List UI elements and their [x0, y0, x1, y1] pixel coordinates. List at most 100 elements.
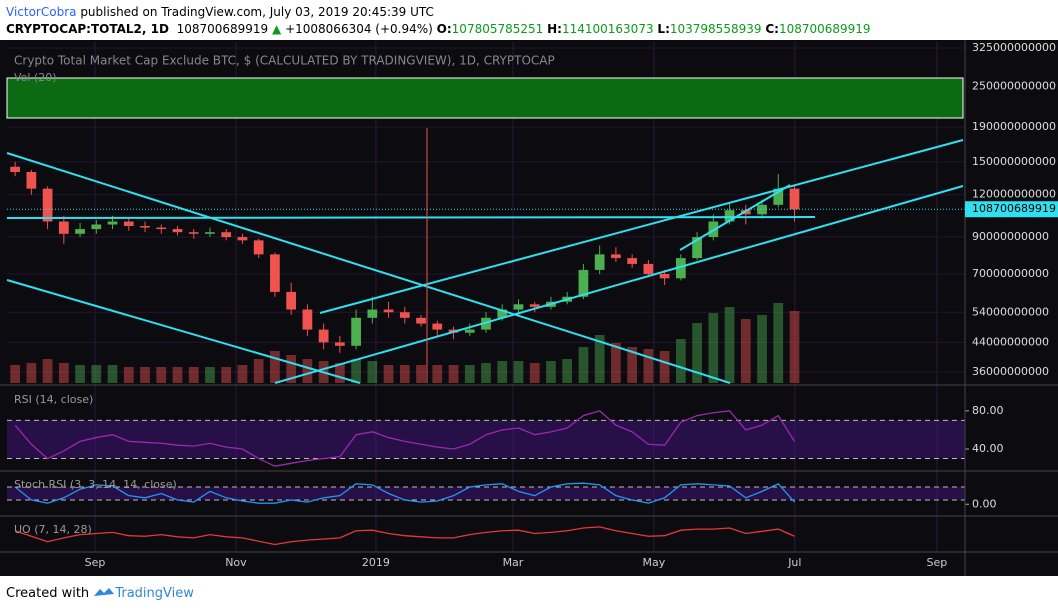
candle-body: [58, 221, 69, 234]
candle-body: [286, 291, 297, 310]
volume-bar: [594, 335, 605, 383]
footer: Created with TradingView: [6, 586, 194, 601]
volume-bar: [253, 359, 264, 383]
volume-bar: [529, 363, 540, 383]
ohlc-value: 103798558939: [669, 22, 762, 36]
candle-body: [107, 221, 118, 225]
trend-line: [679, 184, 791, 251]
quote-line: CRYPTOCAP:TOTAL2, 1D 108700689919 ▲ +100…: [6, 21, 871, 38]
logo: [94, 588, 115, 596]
header: VictorCobra published on TradingView.com…: [6, 4, 871, 38]
price: 108700689919: [176, 22, 269, 36]
y-tick-label: 70000000000: [972, 267, 1049, 280]
candle-body: [91, 224, 102, 230]
y-tick-label: 36000000000: [972, 365, 1049, 378]
user[interactable]: VictorCobra: [6, 5, 77, 19]
volume-bar: [237, 365, 248, 383]
publish-line: VictorCobra published on TradingView.com…: [6, 4, 871, 21]
volume-bar: [107, 365, 118, 383]
volume-bar: [773, 303, 784, 383]
candle-body: [318, 329, 329, 343]
ohlc-label: O:: [436, 22, 452, 36]
indicator-line: [14, 410, 796, 467]
volume-bar: [692, 323, 702, 383]
volume-bar: [42, 359, 53, 383]
volume-bar: [497, 361, 508, 383]
volume-bar: [26, 363, 37, 383]
level-band: [7, 420, 965, 459]
volume-bar: [205, 367, 215, 383]
candle-body: [302, 309, 313, 330]
candle-body: [757, 204, 767, 215]
x-tick-label: Sep: [927, 556, 948, 569]
volume-bar: [627, 347, 638, 383]
candle-body: [481, 317, 491, 330]
volume-bar: [578, 347, 589, 383]
volume-bar: [91, 365, 102, 383]
ohlc-value: 107805785251: [451, 22, 544, 36]
trend-line: [6, 279, 361, 384]
volume-bar: [123, 367, 134, 383]
candle-body: [432, 323, 443, 330]
level-band: [7, 487, 965, 500]
x-tick-label: Sep: [85, 556, 106, 569]
volume-bar: [659, 351, 670, 383]
candle-body: [156, 227, 167, 230]
volume-bar: [675, 339, 686, 383]
volume-bar: [562, 359, 573, 383]
candle-body: [594, 254, 605, 270]
pane-title: UO (7, 14, 28): [14, 523, 92, 536]
volume-bar: [740, 319, 751, 383]
y-tick-label: 190000000000: [972, 120, 1056, 133]
x-tick-label: Mar: [503, 556, 524, 569]
candle-body: [253, 240, 264, 255]
indicator-line: [14, 526, 795, 546]
y-tick-label: 150000000000: [972, 155, 1056, 168]
chart-title: Crypto Total Market Cap Exclude BTC, $ (…: [14, 54, 555, 68]
candle-body: [724, 210, 735, 222]
created: Created with: [6, 586, 90, 601]
last-price-label: 108700689919: [972, 202, 1056, 215]
volume-bar: [611, 343, 621, 383]
volume-bar: [286, 355, 297, 383]
indicator-line: [14, 482, 795, 504]
volume-bar: [270, 351, 280, 383]
candle-body: [464, 329, 475, 333]
logo-shape: [94, 588, 115, 596]
candle-body: [643, 263, 654, 275]
brand[interactable]: TradingView: [115, 586, 194, 601]
volume-bar: [75, 365, 85, 383]
x-tick-label: May: [643, 556, 666, 569]
trend-line: [6, 216, 816, 219]
candle-body: [416, 317, 426, 324]
volume-bar: [58, 363, 69, 383]
candle-body: [367, 309, 378, 318]
marks: [7, 161, 965, 546]
x-tick-label: 2019: [362, 556, 390, 569]
volume-bar: [513, 361, 524, 383]
volume-bar: [416, 365, 426, 383]
candle-body: [188, 232, 199, 234]
candle-body: [26, 171, 37, 189]
candle-body: [675, 258, 686, 279]
candle-body: [140, 226, 150, 228]
volume-bar: [302, 359, 313, 383]
ohlc-value: 108700689919: [778, 22, 871, 36]
volume-bar: [10, 365, 20, 383]
labels: Sep Nov 2019 Mar May Jul Sep 36000000000 4400000…: [14, 41, 1058, 569]
candle-body: [172, 229, 183, 233]
y-tick-label: 90000000000: [972, 230, 1049, 243]
volume-bar: [140, 367, 150, 383]
volume-bar: [724, 307, 735, 383]
volume-bar: [757, 315, 767, 383]
volume-bar: [383, 365, 394, 383]
symbol: CRYPTOCAP:TOTAL2, 1D: [6, 22, 169, 36]
candle-body: [611, 254, 621, 259]
y-tick-label: 325000000000: [972, 41, 1056, 54]
candle-body: [659, 274, 670, 279]
candle-body: [75, 229, 85, 234]
candle-body: [383, 309, 394, 313]
candle-body: [692, 237, 702, 259]
volume-bar: [546, 361, 556, 383]
